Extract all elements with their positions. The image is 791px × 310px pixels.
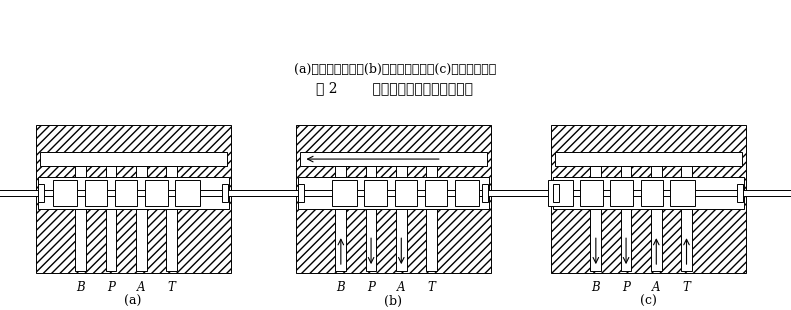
Bar — [36, 125, 230, 273]
Text: B: B — [592, 281, 600, 294]
Text: 图 2        滑阀式换向阀的工作原理图: 图 2 滑阀式换向阀的工作原理图 — [316, 81, 474, 95]
Text: (b): (b) — [384, 294, 402, 308]
Text: A: A — [137, 281, 146, 294]
Bar — [651, 209, 661, 271]
Bar — [221, 184, 228, 202]
Bar — [136, 209, 146, 271]
Bar — [365, 180, 387, 206]
Bar — [166, 166, 177, 177]
Bar — [554, 184, 559, 202]
Bar — [365, 166, 377, 177]
Bar — [670, 180, 695, 206]
Bar — [621, 209, 631, 271]
Bar — [296, 125, 490, 273]
Bar — [332, 180, 357, 206]
Bar — [85, 180, 107, 206]
Bar — [681, 166, 692, 177]
Bar — [426, 209, 437, 271]
Bar — [611, 180, 633, 206]
Bar — [365, 209, 377, 271]
Bar — [736, 184, 743, 202]
Bar — [106, 209, 116, 271]
Text: T: T — [168, 281, 176, 294]
Bar — [335, 166, 346, 177]
Text: T: T — [683, 281, 691, 294]
Bar — [554, 152, 741, 166]
Bar — [297, 177, 489, 209]
Bar — [300, 152, 486, 166]
Bar — [425, 180, 447, 206]
Bar — [146, 180, 168, 206]
Bar — [641, 180, 663, 206]
Bar — [188, 190, 598, 196]
Bar — [482, 184, 487, 202]
Bar — [548, 180, 573, 206]
Bar — [175, 180, 199, 206]
Bar — [395, 180, 417, 206]
Bar — [37, 177, 229, 209]
Text: T: T — [428, 281, 436, 294]
Bar — [136, 166, 146, 177]
Bar — [590, 166, 601, 177]
Bar — [115, 180, 138, 206]
Bar — [651, 166, 661, 177]
Text: B: B — [336, 281, 345, 294]
Bar — [621, 166, 631, 177]
Bar — [39, 184, 44, 202]
Bar — [40, 152, 226, 166]
Bar — [335, 209, 346, 271]
Bar — [455, 180, 479, 206]
Bar — [551, 125, 745, 273]
Text: A: A — [397, 281, 406, 294]
Text: B: B — [77, 281, 85, 294]
Bar — [396, 166, 407, 177]
Text: (a)滑阀处于中位；(b)滑阀处于右位；(c)滑阀处于左位: (a)滑阀处于中位；(b)滑阀处于右位；(c)滑阀处于左位 — [294, 63, 496, 76]
Bar — [681, 209, 692, 271]
Bar — [443, 190, 791, 196]
Bar — [106, 166, 116, 177]
Bar — [75, 166, 86, 177]
Bar — [298, 184, 305, 202]
Text: (a): (a) — [124, 294, 142, 308]
Bar — [166, 209, 177, 271]
Bar — [590, 209, 601, 271]
Text: (c): (c) — [640, 294, 657, 308]
Text: P: P — [367, 281, 375, 294]
Bar — [396, 209, 407, 271]
Bar — [552, 177, 744, 209]
Text: P: P — [107, 281, 115, 294]
Bar — [53, 180, 78, 206]
Bar — [75, 209, 86, 271]
Bar — [0, 190, 338, 196]
Bar — [426, 166, 437, 177]
Bar — [580, 180, 603, 206]
Text: P: P — [623, 281, 630, 294]
Text: A: A — [652, 281, 660, 294]
